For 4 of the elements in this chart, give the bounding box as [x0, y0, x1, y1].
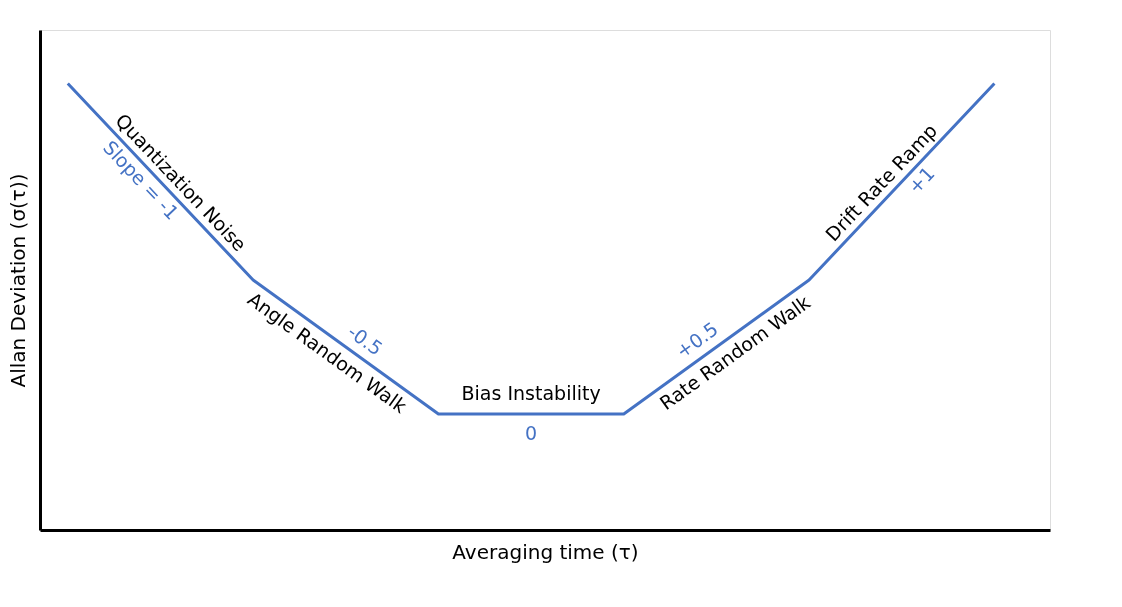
y-axis-title: Allan Deviation (σ(τ))	[5, 173, 30, 388]
annotation: Bias Instability	[461, 381, 601, 404]
x-axis-title: Averaging time (τ)	[452, 539, 639, 564]
annotation: 0	[525, 421, 538, 444]
